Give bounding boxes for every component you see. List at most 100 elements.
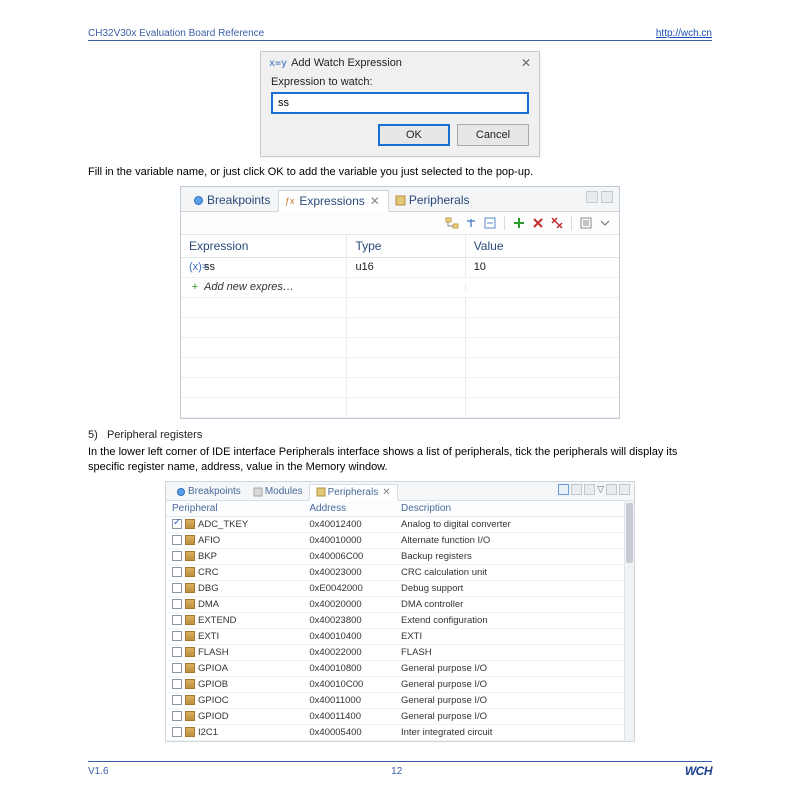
tab-peripherals[interactable]: Peripherals [389, 190, 478, 210]
checkbox[interactable] [172, 551, 182, 561]
pp-col-peripheral[interactable]: Peripheral [166, 501, 303, 516]
row-type: u16 [347, 257, 465, 277]
peripheral-row[interactable]: CRC0x40023000CRC calculation unit [166, 565, 624, 581]
checkbox[interactable] [172, 695, 182, 705]
peripheral-name: BKP [198, 551, 217, 562]
pp-tab-breakpoints[interactable]: Breakpoints [170, 484, 247, 499]
pp-tab-modules[interactable]: Modules [247, 484, 309, 499]
svg-text:ƒx: ƒx [285, 196, 295, 206]
toolbar-removeall-icon[interactable] [549, 215, 565, 231]
pp-maximize-icon[interactable] [619, 484, 630, 495]
table-row[interactable]: (x)=ssu1610 [181, 258, 619, 278]
pp-rows: ADC_TKEY0x40012400Analog to digital conv… [166, 517, 624, 741]
tab-close-icon[interactable]: ✕ [370, 194, 380, 208]
peripheral-address: 0x40020000 [303, 597, 395, 612]
peripheral-row[interactable]: FLASH0x40022000FLASH [166, 645, 624, 661]
peripheral-row[interactable]: DBG0xE0042000Debug support [166, 581, 624, 597]
peripheral-description: Debug support [395, 581, 624, 596]
table-row[interactable]: +Add new expres… [181, 278, 619, 298]
peripheral-address: 0x40010800 [303, 661, 395, 676]
checkbox[interactable] [172, 599, 182, 609]
peripheral-row[interactable]: ADC_TKEY0x40012400Analog to digital conv… [166, 517, 624, 533]
peripheral-icon [185, 615, 195, 625]
toolbar-separator [504, 216, 505, 230]
toolbar-tree-icon[interactable] [444, 215, 460, 231]
tab-expressions[interactable]: ƒx Expressions ✕ [278, 190, 388, 212]
checkbox[interactable] [172, 631, 182, 641]
header-link[interactable]: http://wch.cn [656, 28, 712, 39]
peripheral-name: EXTEND [198, 615, 237, 626]
pp-minimize-icon[interactable] [606, 484, 617, 495]
checkbox[interactable] [172, 663, 182, 673]
checkbox[interactable] [172, 647, 182, 657]
col-header-expression[interactable]: Expression [181, 235, 347, 257]
peripheral-name: GPIOC [198, 695, 229, 706]
peripherals-icon [395, 195, 406, 206]
toolbar-dropdown-icon[interactable] [597, 215, 613, 231]
pp-tabs: Breakpoints Modules Peripherals ✕ ▽ [166, 482, 634, 501]
toolbar-separator-2 [571, 216, 572, 230]
peripheral-address: 0x40010400 [303, 629, 395, 644]
peripheral-name: GPIOA [198, 663, 228, 674]
peripheral-description: EXTI [395, 629, 624, 644]
checkbox[interactable] [172, 615, 182, 625]
toolbar-menu-icon[interactable] [578, 215, 594, 231]
table-row-empty: ... [181, 358, 619, 378]
checkbox[interactable] [172, 519, 182, 529]
scrollbar-thumb[interactable] [626, 503, 633, 563]
peripheral-row[interactable]: EXTI0x40010400EXTI [166, 629, 624, 645]
peripheral-description: Backup registers [395, 549, 624, 564]
peripheral-row[interactable]: BKP 0x40006C00Backup registers [166, 549, 624, 565]
col-header-value[interactable]: Value [466, 235, 619, 257]
peripheral-description: DMA controller [395, 597, 624, 612]
pp-tab-peripherals[interactable]: Peripherals ✕ [309, 484, 398, 501]
toolbar-add-icon[interactable] [511, 215, 527, 231]
tab-close-icon[interactable]: ✕ [382, 487, 390, 498]
peripheral-row[interactable]: DMA0x40020000DMA controller [166, 597, 624, 613]
pp-col-address[interactable]: Address [303, 501, 395, 516]
pp-btn3-icon[interactable] [584, 484, 595, 495]
maximize-icon[interactable] [601, 191, 613, 203]
peripheral-row[interactable]: GPIOA0x40010800General purpose I/O [166, 661, 624, 677]
checkbox[interactable] [172, 567, 182, 577]
toolbar-remove-icon[interactable] [530, 215, 546, 231]
tab-breakpoints[interactable]: Breakpoints [187, 190, 278, 210]
toolbar-expand-icon[interactable] [482, 215, 498, 231]
peripheral-row[interactable]: I2C10x40005400Inter integrated circuit [166, 725, 624, 741]
page-header: CH32V30x Evaluation Board Reference http… [88, 28, 712, 41]
checkbox[interactable] [172, 711, 182, 721]
pp-header: Peripheral Address Description [166, 501, 624, 517]
checkbox[interactable] [172, 583, 182, 593]
pp-col-description[interactable]: Description [395, 501, 624, 516]
cancel-button[interactable]: Cancel [457, 124, 529, 146]
peripheral-icon [185, 711, 195, 721]
checkbox[interactable] [172, 679, 182, 689]
scrollbar[interactable] [624, 501, 634, 741]
dialog-title-text: x=yAdd Watch Expression [269, 57, 402, 69]
expression-input[interactable] [271, 92, 529, 114]
peripheral-row[interactable]: EXTEND0x40023800Extend configuration [166, 613, 624, 629]
close-icon[interactable]: ✕ [521, 56, 531, 70]
peripheral-name: DBG [198, 583, 219, 594]
peripheral-row[interactable]: AFIO0x40010000Alternate function I/O [166, 533, 624, 549]
checkbox[interactable] [172, 535, 182, 545]
peripheral-address: 0x40023000 [303, 565, 395, 580]
panel-controls [586, 191, 613, 203]
peripheral-row[interactable]: GPIOD0x40011400General purpose I/O [166, 709, 624, 725]
peripheral-description: Extend configuration [395, 613, 624, 628]
peripheral-address: 0x40006C00 [303, 549, 395, 564]
ok-button[interactable]: OK [378, 124, 450, 146]
peripheral-name: AFIO [198, 535, 220, 546]
pp-dropdown-icon[interactable]: ▽ [597, 484, 604, 495]
checkbox[interactable] [172, 727, 182, 737]
plus-icon: + [189, 281, 201, 293]
col-header-type[interactable]: Type [347, 235, 465, 257]
pp-btn1-icon[interactable] [558, 484, 569, 495]
peripheral-name: I2C1 [198, 727, 218, 738]
toolbar-collapse-icon[interactable] [463, 215, 479, 231]
peripheral-row[interactable]: GPIOC0x40011000General purpose I/O [166, 693, 624, 709]
minimize-icon[interactable] [586, 191, 598, 203]
peripheral-address: 0x40005400 [303, 725, 395, 740]
pp-btn2-icon[interactable] [571, 484, 582, 495]
peripheral-row[interactable]: GPIOB0x40010C00General purpose I/O [166, 677, 624, 693]
